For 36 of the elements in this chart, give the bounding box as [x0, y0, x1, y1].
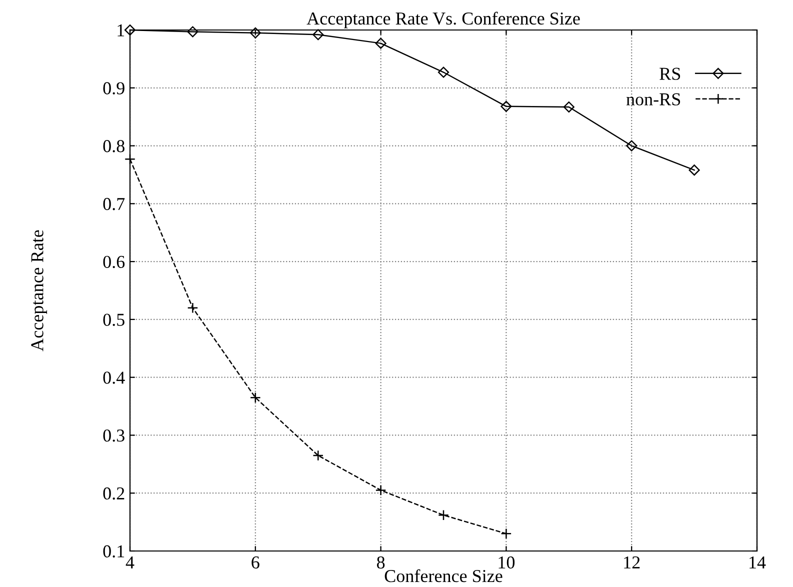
y-tick-label: 0.9 [103, 82, 124, 94]
y-axis-title: Acceptance Rate [31, 230, 48, 352]
chart-title: Acceptance Rate Vs. Conference Size [306, 12, 580, 28]
x-tick-label: 14 [750, 556, 766, 568]
point [500, 528, 512, 540]
point [250, 27, 261, 38]
legend-label: non-RS [626, 93, 680, 106]
y-tick-label: 0.2 [103, 487, 124, 500]
y-tick-label: 0.7 [103, 198, 125, 210]
x-tick-label: 10 [498, 556, 515, 569]
point [187, 26, 198, 38]
point [438, 510, 449, 521]
legend-label: RS [660, 68, 680, 80]
x-tick-label: 6 [252, 556, 260, 569]
point [124, 24, 136, 36]
x-tick-label: 8 [376, 556, 385, 569]
point [312, 29, 324, 40]
y-tick-label: 0.5 [103, 314, 124, 326]
point [688, 164, 700, 176]
point [375, 484, 386, 496]
x-axis-title: Conference Size [384, 569, 502, 582]
point [375, 38, 386, 49]
point [250, 392, 261, 404]
point [563, 101, 574, 113]
x-tick-label: 12 [624, 556, 640, 568]
y-tick-label: 0.8 [103, 140, 124, 152]
y-tick-label: 0.4 [103, 372, 125, 384]
y-tick-label: 0.1 [103, 545, 124, 558]
point [626, 140, 638, 152]
y-tick-label: 1 [118, 24, 124, 36]
point [312, 450, 324, 461]
point [500, 100, 512, 112]
y-tick-label: 0.6 [103, 256, 125, 268]
point [438, 66, 450, 78]
x-tick-label: 4 [126, 556, 134, 568]
y-tick-label: 0.3 [103, 429, 124, 442]
